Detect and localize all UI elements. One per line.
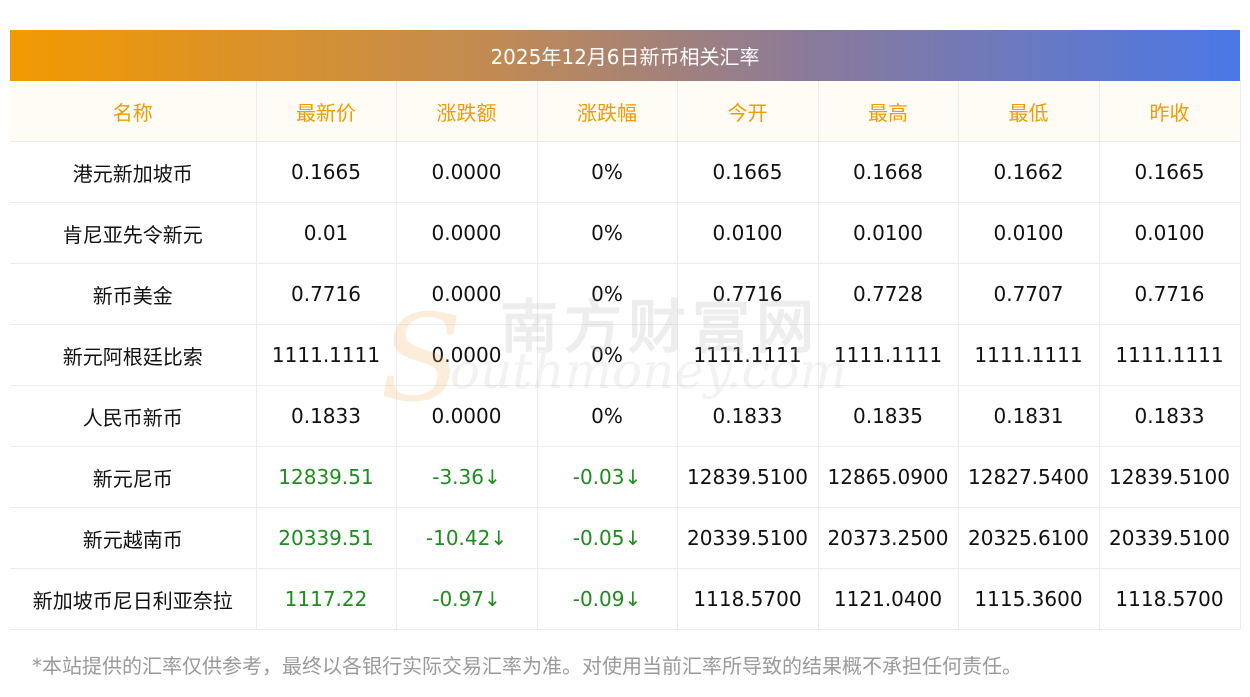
cell-high: 0.1835 (818, 385, 959, 447)
cell-prev-close: 0.1665 (1099, 141, 1241, 203)
cell-name: 人民币新币 (10, 385, 257, 447)
cell-open: 0.1833 (677, 385, 819, 447)
cell-change-pct: 0% (537, 385, 678, 447)
table-row: 港元新加坡币 0.1665 0.0000 0% 0.1665 0.1668 0.1662 0.… (10, 141, 1241, 203)
cell-low: 1111.1111 (958, 324, 1100, 386)
cell-change-pct: 0% (537, 263, 678, 325)
cell-open: 0.1665 (677, 141, 819, 203)
cell-high: 20373.2500 (818, 507, 959, 569)
cell-name: 新元越南币 (10, 507, 257, 569)
table-row: 新元越南币 20339.51 -10.42↓ -0.05↓ 20339.5100 2037… (10, 507, 1241, 569)
table-row: 新币美金 0.7716 0.0000 0% 0.7716 0.7728 0.7707 0.77… (10, 263, 1241, 325)
cell-name: 新元尼币 (10, 446, 257, 508)
col-header-low: 最低 (958, 81, 1100, 142)
cell-open: 12839.5100 (677, 446, 819, 508)
cell-open: 1118.5700 (677, 568, 819, 630)
cell-open: 0.7716 (677, 263, 819, 325)
cell-latest: 0.7716 (256, 263, 397, 325)
cell-latest: 0.1665 (256, 141, 397, 203)
cell-name: 新加坡币尼日利亚奈拉 (10, 568, 257, 630)
cell-latest: 1111.1111 (256, 324, 397, 386)
cell-latest: 12839.51 (256, 446, 397, 508)
col-header-change: 涨跌额 (396, 81, 538, 142)
cell-latest: 1117.22 (256, 568, 397, 630)
cell-change: -0.97↓ (396, 568, 538, 630)
cell-latest: 0.1833 (256, 385, 397, 447)
cell-change: -3.36↓ (396, 446, 538, 508)
cell-latest: 0.01 (256, 202, 397, 264)
table-row: 肯尼亚先令新元 0.01 0.0000 0% 0.0100 0.0100 0.0100 0.0… (10, 202, 1241, 264)
cell-prev-close: 20339.5100 (1099, 507, 1241, 569)
rates-table: 名称 最新价 涨跌额 涨跌幅 今开 最高 最低 昨收 港元新加坡币 0.1665 0… (10, 81, 1241, 630)
disclaimer-footnote: *本站提供的汇率仅供参考，最终以各银行实际交易汇率为准。对使用当前汇率所导致的结… (32, 654, 1022, 678)
table-row: 人民币新币 0.1833 0.0000 0% 0.1833 0.1835 0.1831 0.1… (10, 385, 1241, 447)
cell-change-pct: 0% (537, 141, 678, 203)
cell-high: 0.1668 (818, 141, 959, 203)
cell-open: 0.0100 (677, 202, 819, 264)
cell-change-pct: -0.05↓ (537, 507, 678, 569)
table-row: 新加坡币尼日利亚奈拉 1117.22 -0.97↓ -0.09↓ 1118.5700 11… (10, 568, 1241, 630)
cell-low: 0.1662 (958, 141, 1100, 203)
col-header-prev-close: 昨收 (1099, 81, 1241, 142)
cell-prev-close: 1118.5700 (1099, 568, 1241, 630)
cell-prev-close: 0.0100 (1099, 202, 1241, 264)
cell-name: 新元阿根廷比索 (10, 324, 257, 386)
table-header-row: 名称 最新价 涨跌额 涨跌幅 今开 最高 最低 昨收 (10, 81, 1241, 142)
cell-high: 1121.0400 (818, 568, 959, 630)
cell-change-pct: -0.09↓ (537, 568, 678, 630)
cell-low: 0.7707 (958, 263, 1100, 325)
cell-high: 0.7728 (818, 263, 959, 325)
cell-change: 0.0000 (396, 141, 538, 203)
cell-prev-close: 1111.1111 (1099, 324, 1241, 386)
table-row: 新元阿根廷比索 1111.1111 0.0000 0% 1111.1111 1111.11… (10, 324, 1241, 386)
cell-low: 20325.6100 (958, 507, 1100, 569)
cell-change: 0.0000 (396, 385, 538, 447)
cell-change: -10.42↓ (396, 507, 538, 569)
cell-low: 12827.5400 (958, 446, 1100, 508)
cell-high: 12865.0900 (818, 446, 959, 508)
table-row: 新元尼币 12839.51 -3.36↓ -0.03↓ 12839.5100 12865.… (10, 446, 1241, 508)
cell-low: 0.1831 (958, 385, 1100, 447)
cell-name: 肯尼亚先令新元 (10, 202, 257, 264)
cell-prev-close: 0.1833 (1099, 385, 1241, 447)
cell-change: 0.0000 (396, 324, 538, 386)
col-header-change-pct: 涨跌幅 (537, 81, 678, 142)
cell-change: 0.0000 (396, 202, 538, 264)
col-header-latest: 最新价 (256, 81, 397, 142)
cell-prev-close: 12839.5100 (1099, 446, 1241, 508)
col-header-open: 今开 (677, 81, 819, 142)
col-header-high: 最高 (818, 81, 959, 142)
cell-low: 0.0100 (958, 202, 1100, 264)
cell-name: 港元新加坡币 (10, 141, 257, 203)
col-header-name: 名称 (10, 81, 257, 142)
cell-change-pct: 0% (537, 202, 678, 264)
table-title: 2025年12月6日新币相关汇率 (10, 30, 1240, 81)
cell-change-pct: 0% (537, 324, 678, 386)
cell-low: 1115.3600 (958, 568, 1100, 630)
cell-open: 1111.1111 (677, 324, 819, 386)
cell-change-pct: -0.03↓ (537, 446, 678, 508)
cell-prev-close: 0.7716 (1099, 263, 1241, 325)
cell-high: 0.0100 (818, 202, 959, 264)
cell-high: 1111.1111 (818, 324, 959, 386)
cell-name: 新币美金 (10, 263, 257, 325)
cell-change: 0.0000 (396, 263, 538, 325)
cell-latest: 20339.51 (256, 507, 397, 569)
cell-open: 20339.5100 (677, 507, 819, 569)
rates-panel: 2025年12月6日新币相关汇率 名称 最新价 涨跌额 涨跌幅 今开 最高 最低… (10, 30, 1241, 630)
